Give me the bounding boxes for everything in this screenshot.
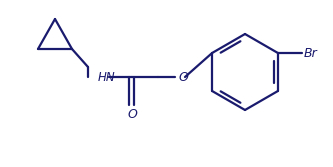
Text: HN: HN bbox=[98, 70, 116, 84]
Text: Br: Br bbox=[304, 46, 318, 59]
Text: O: O bbox=[127, 108, 137, 121]
Text: O: O bbox=[179, 70, 189, 84]
